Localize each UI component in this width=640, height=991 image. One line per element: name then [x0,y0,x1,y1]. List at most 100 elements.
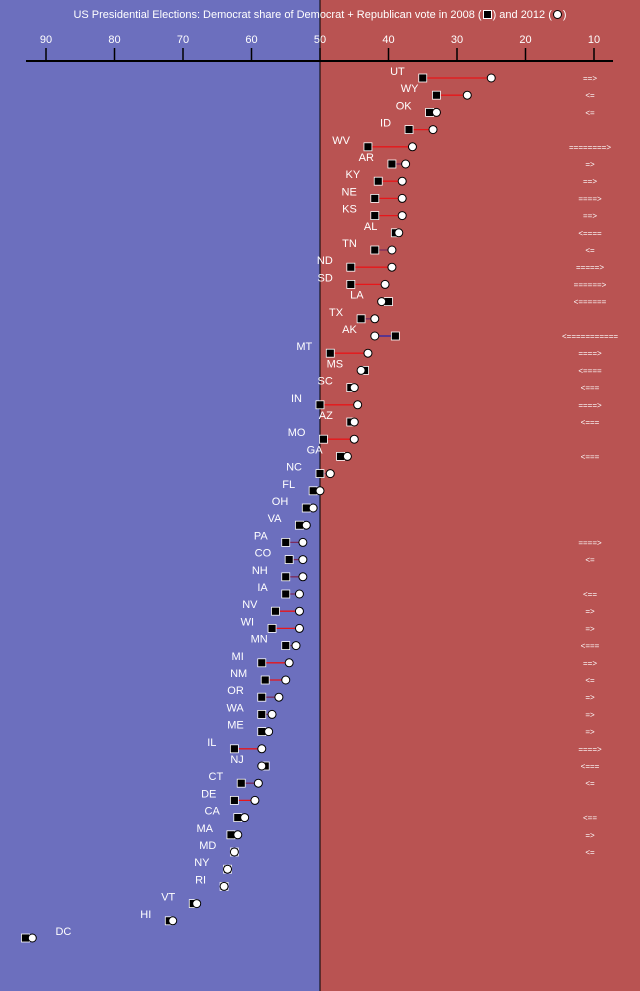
state-row-ak: AK <=========== [342,324,618,341]
marker-2012 [387,262,397,272]
state-label: AZ [319,410,333,422]
state-label: NJ [230,754,243,766]
state-row-va: VA [268,513,311,530]
marker-2012 [284,658,294,668]
title-middle: ) and 2012 ( [492,9,552,21]
marker-2008 [281,641,291,650]
state-row-ut: UT ==> [390,66,597,83]
marker-2012 [342,451,352,461]
state-row-nh: NH [252,565,308,582]
change-annotation: <= [585,848,595,857]
change-annotation: => [585,624,595,633]
state-label: NM [230,668,247,680]
marker-2008 [257,658,267,668]
marker-2012 [257,761,267,771]
marker-2012 [219,881,229,891]
change-annotation: => [585,160,595,169]
state-label: OR [227,685,244,697]
state-row-ny: NY [194,857,233,874]
state-label: MD [199,840,216,852]
change-annotation: <= [585,676,595,685]
state-label: SD [318,272,333,284]
marker-2008 [229,744,239,754]
state-row-wy: WY <= [401,83,595,100]
change-annotation: <=== [581,452,600,461]
state-row-ok: OK <= [396,100,595,117]
change-annotation: ====> [578,538,602,547]
state-row-ri: RI [195,874,229,891]
change-annotation: ==> [583,659,597,668]
marker-2012 [267,709,277,719]
change-annotation: <====== [574,298,607,307]
marker-2012 [240,813,250,823]
state-row-la: LA <====== [350,290,606,307]
change-annotation: <= [585,108,595,117]
state-rows: UT ==> WY <= OK <= ID WV ========> AR => KY ==> NE ===… [21,66,618,943]
change-annotation: => [585,693,595,702]
change-annotation: <== [583,590,597,599]
change-annotation: <= [585,556,595,565]
marker-2008 [281,572,291,582]
state-label: IA [257,582,268,594]
state-label: UT [390,66,405,78]
marker-2012 [325,469,335,479]
change-annotation: <= [585,91,595,100]
title-suffix: ) [562,9,567,21]
state-row-or: OR => [227,685,595,702]
state-label: DC [55,926,71,938]
marker-2012 [363,348,373,358]
state-label: MI [232,651,244,663]
state-label: DE [201,788,216,800]
state-label: VT [161,892,175,904]
marker-2012 [233,830,243,840]
marker-2012 [229,847,239,857]
marker-2008 [281,538,291,547]
x-tick-label: 90 [40,34,52,46]
change-annotation: <=== [581,642,600,651]
change-annotation: ======> [574,280,607,289]
marker-2008 [390,331,400,341]
state-row-il: IL ====> [207,737,602,754]
x-tick-label: 40 [382,34,394,46]
state-label: AR [359,152,374,164]
state-label: KS [342,204,357,216]
state-label: MS [327,358,344,370]
marker-2008 [370,211,380,221]
marker-2012 [377,297,387,307]
marker-2008 [363,142,373,152]
change-annotation: ====> [578,401,602,410]
state-row-ky: KY ==> [346,169,598,186]
state-label: PA [254,530,269,542]
change-annotation: => [585,607,595,616]
marker-2012 [315,486,325,496]
marker-2008 [284,555,294,564]
state-row-dc: DC [21,926,71,943]
marker-2012 [431,107,441,117]
state-label: NV [242,599,258,611]
state-row-in: IN ====> [291,393,602,410]
marker-2012 [397,193,407,203]
marker-2008 [404,125,414,134]
legend-2012-circle-icon [552,10,562,19]
marker-2008 [271,606,280,616]
state-label: NH [252,565,268,577]
marker-2012 [253,778,263,788]
state-row-ms: MS <==== [327,358,602,375]
marker-2012 [264,727,274,737]
marker-2008 [257,692,267,702]
state-label: MO [288,427,306,439]
x-tick-label: 70 [177,34,189,46]
state-row-pa: PA ====> [254,530,602,547]
change-annotation: <=== [581,762,600,771]
state-label: WV [332,135,350,147]
state-row-nm: NM <= [230,668,595,685]
state-row-vt: VT [161,892,202,909]
state-row-wi: WI => [241,616,595,633]
state-row-wa: WA => [226,702,595,719]
state-label: HI [140,909,151,921]
marker-2012 [349,417,359,427]
marker-2012 [298,555,308,565]
marker-2012 [294,623,304,633]
state-label: FL [282,479,295,491]
